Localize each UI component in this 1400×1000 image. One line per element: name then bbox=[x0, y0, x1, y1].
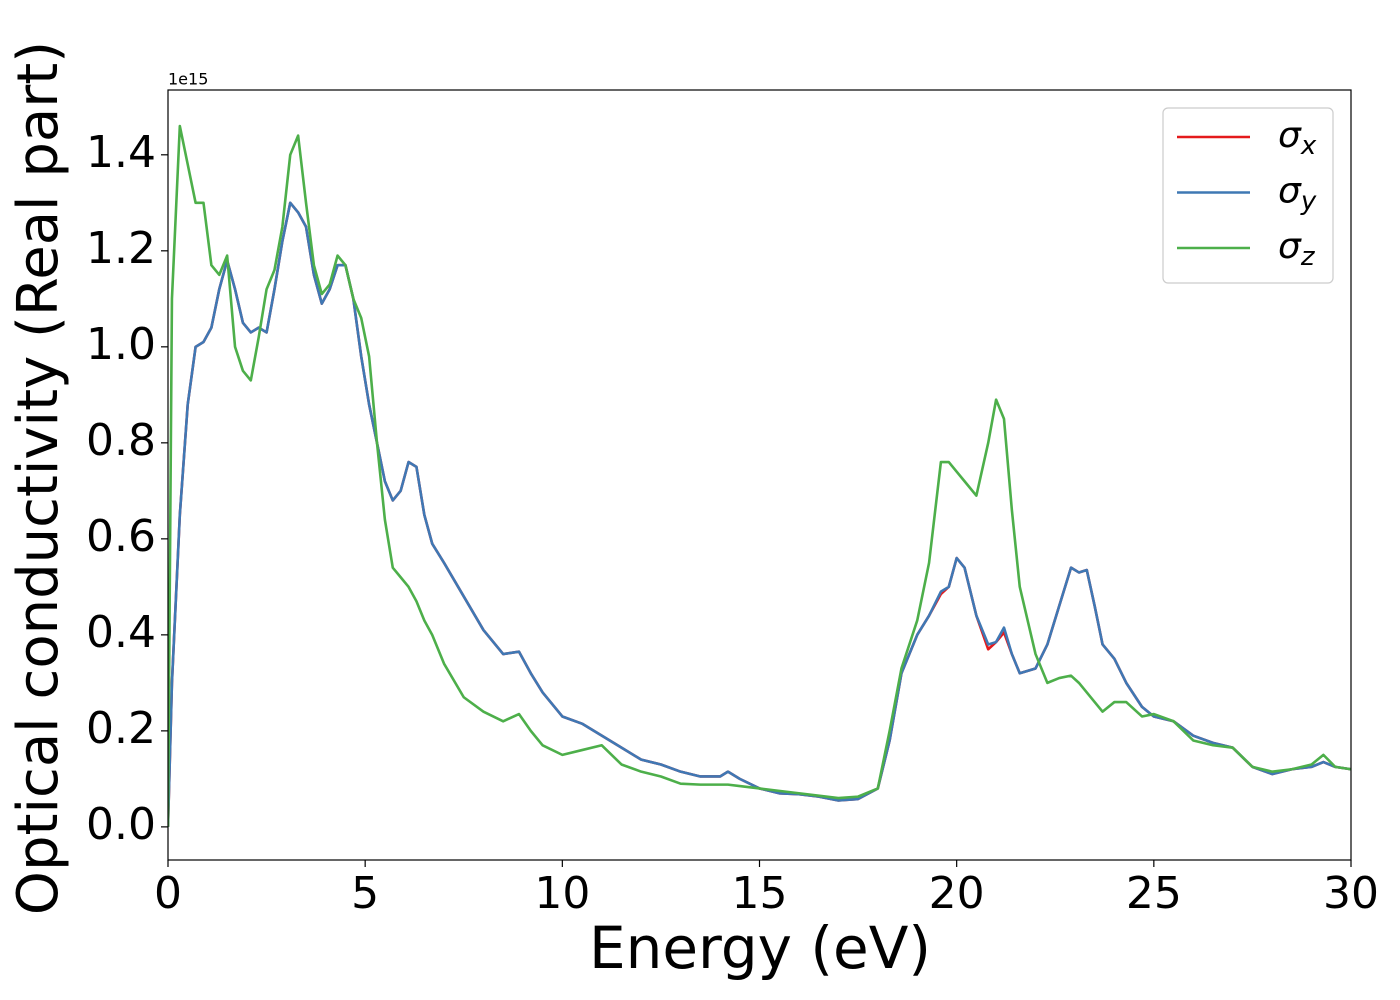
series-line bbox=[168, 201, 1351, 827]
series-line bbox=[168, 201, 1351, 827]
y-tick-label: 1.4 bbox=[86, 127, 156, 178]
plot-frame bbox=[167, 89, 1352, 861]
legend-label: σy bbox=[1278, 171, 1317, 217]
x-tick-label: 30 bbox=[1323, 868, 1379, 919]
x-tick-label: 15 bbox=[732, 868, 788, 919]
x-tick-label: 0 bbox=[154, 868, 182, 919]
x-tick-label: 10 bbox=[534, 868, 590, 919]
y-tick-label: 0.4 bbox=[86, 607, 156, 658]
y-tick-label: 0.0 bbox=[86, 799, 156, 850]
legend-box bbox=[1162, 107, 1334, 284]
x-axis-label: Energy (eV) bbox=[589, 914, 931, 982]
legend-label: σx bbox=[1278, 115, 1317, 161]
x-tick-label: 20 bbox=[929, 868, 985, 919]
y-tick-label: 0.6 bbox=[86, 511, 156, 562]
x-tick-label: 5 bbox=[351, 868, 379, 919]
y-tick-label: 1.0 bbox=[86, 319, 156, 370]
series-line bbox=[168, 124, 1351, 827]
x-tick-label: 25 bbox=[1126, 868, 1182, 919]
legend-label: σz bbox=[1278, 226, 1316, 272]
y-offset-label: 1e15 bbox=[168, 70, 208, 89]
y-tick-label: 0.2 bbox=[86, 703, 156, 754]
y-axis-label: Optical conductivity (Real part) bbox=[6, 41, 71, 915]
y-tick-label: 0.8 bbox=[86, 415, 156, 466]
y-tick-label: 1.2 bbox=[86, 223, 156, 274]
